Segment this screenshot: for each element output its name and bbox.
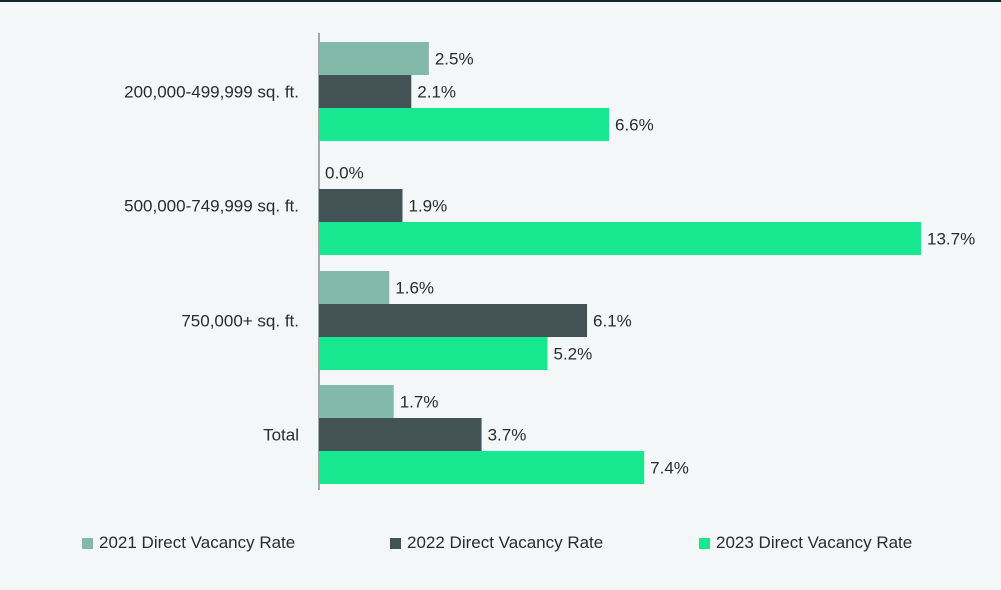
data-label: 13.7% <box>927 230 975 249</box>
data-label: 6.1% <box>593 312 632 331</box>
bar <box>319 451 645 484</box>
legend-swatch <box>699 537 710 549</box>
data-label: 2.1% <box>417 83 456 102</box>
data-label: 7.4% <box>650 459 689 478</box>
bar <box>319 385 394 418</box>
category-label: 200,000-499,999 sq. ft. <box>124 83 299 102</box>
legend-label: 2021 Direct Vacancy Rate <box>99 533 296 552</box>
legend-swatch <box>82 537 93 549</box>
data-label: 5.2% <box>553 345 592 364</box>
top-border <box>0 0 1001 2</box>
bar <box>319 271 390 304</box>
data-label: 6.6% <box>615 116 654 135</box>
legend-item: 2022 Direct Vacancy Rate <box>390 533 603 553</box>
legend-item: 2021 Direct Vacancy Rate <box>82 533 295 553</box>
legend-label: 2023 Direct Vacancy Rate <box>716 533 913 552</box>
data-label: 3.7% <box>488 426 527 445</box>
data-label: 2.5% <box>435 50 474 69</box>
data-label: 1.6% <box>395 279 434 298</box>
bar <box>319 304 588 337</box>
chart-legend: 2021 Direct Vacancy Rate 2022 Direct Vaca… <box>82 533 982 557</box>
data-label: 1.9% <box>408 197 447 216</box>
bar <box>319 42 429 75</box>
bar <box>319 108 610 141</box>
bar <box>319 75 412 108</box>
data-label: 0.0% <box>325 164 364 183</box>
category-label: Total <box>263 426 299 445</box>
bar <box>319 418 482 451</box>
bar <box>319 189 403 222</box>
legend-label: 2022 Direct Vacancy Rate <box>407 533 604 552</box>
category-label: 750,000+ sq. ft. <box>181 312 299 331</box>
bar <box>319 222 921 255</box>
data-label: 1.7% <box>400 393 439 412</box>
legend-swatch <box>390 537 401 549</box>
bar-chart: 200,000-499,999 sq. ft. 2.5% 2.1% 6.6% 500,0… <box>124 33 975 490</box>
legend-item: 2023 Direct Vacancy Rate <box>699 533 912 553</box>
bar <box>319 337 548 370</box>
category-label: 500,000-749,999 sq. ft. <box>124 197 299 216</box>
